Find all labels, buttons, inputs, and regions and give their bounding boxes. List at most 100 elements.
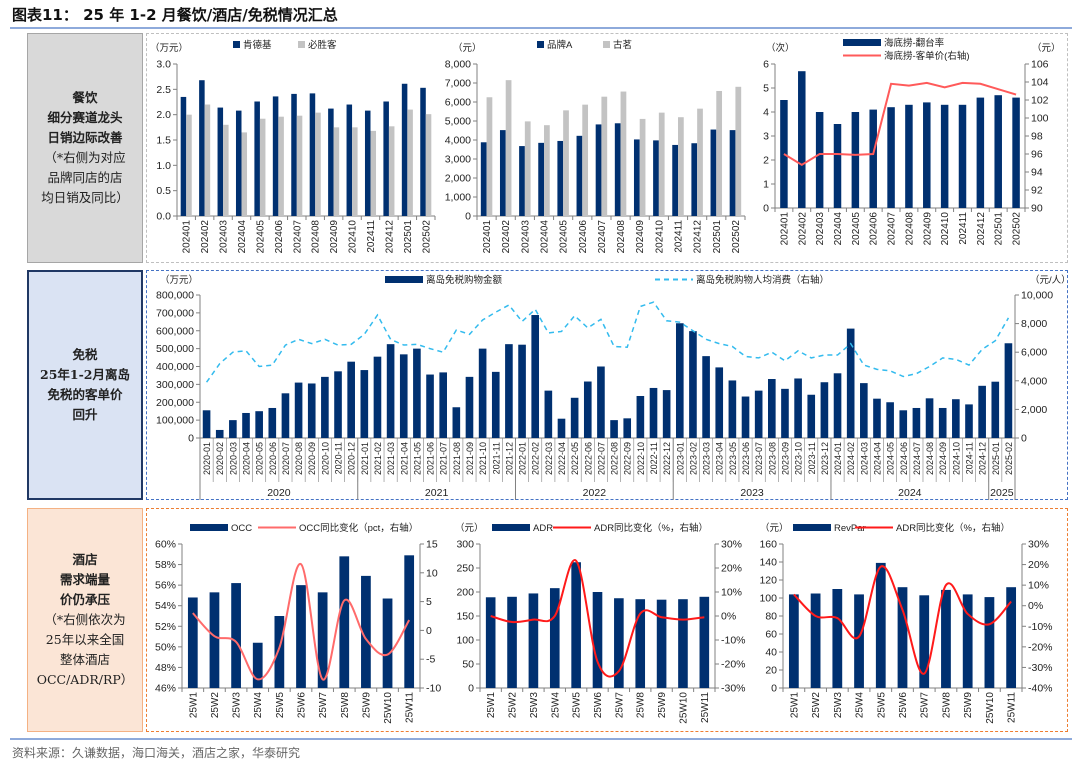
bar (675, 323, 684, 438)
section-label-line: OCC/ADR/RP） (36, 672, 134, 687)
section-label-line: 日销边际改善 (47, 130, 123, 145)
bar (531, 315, 540, 438)
y-tick-label-right: -40% (1028, 683, 1053, 695)
bar (994, 95, 1002, 208)
y-tick-label-left: 0 (188, 433, 194, 445)
x-tick-label: 202408 (616, 220, 627, 254)
bar (886, 402, 894, 438)
bar (958, 104, 967, 208)
bar (716, 90, 723, 216)
bar (518, 344, 526, 438)
y-tick-label-left: 0.0 (156, 211, 171, 223)
x-tick-label: 202412 (384, 220, 395, 254)
x-tick-label: 202501 (994, 212, 1005, 246)
bar (465, 376, 474, 438)
x-tick-label: 2023-05 (728, 442, 738, 475)
bar (346, 104, 353, 216)
x-tick-label: 202406 (869, 212, 880, 246)
bar (923, 102, 931, 208)
x-tick-label: 2022-03 (544, 442, 554, 475)
x-tick-label: 2020-09 (307, 442, 317, 475)
figure-title: 图表11： 25 年 1-2 月餐饮/酒店/免税情况汇总 (12, 6, 338, 24)
legend-label: ADR同比变化（%，右轴） (896, 522, 1010, 534)
x-tick-label: 2021-10 (478, 442, 488, 475)
y-tick-label-left: 58% (155, 559, 176, 571)
y-tick-label-left: 60% (155, 539, 176, 551)
y-tick-label-left: 6 (763, 59, 769, 71)
x-tick-label: 202403 (219, 220, 230, 254)
bar (439, 372, 447, 438)
y-tick-label-left: 0 (763, 203, 769, 215)
bar (699, 596, 710, 688)
bar (610, 420, 618, 438)
x-tick-label: 2021-06 (426, 442, 436, 475)
bar (1006, 587, 1017, 688)
bar (328, 108, 334, 216)
x-tick-label: 2022-09 (623, 442, 633, 475)
bar (991, 381, 1000, 438)
unit-label-left: （次） (766, 42, 795, 54)
bar (199, 80, 205, 216)
bar (633, 139, 640, 216)
y-tick-label-left: 120 (759, 575, 777, 587)
bar (223, 124, 229, 216)
bar (399, 354, 408, 438)
bar (912, 407, 921, 438)
y-tick-label-right: 30% (721, 539, 742, 551)
legend-swatch (233, 41, 240, 48)
x-tick-label: 25W5 (572, 692, 583, 719)
y-tick-label-left: 100 (759, 593, 777, 605)
x-tick-label: 2023-10 (794, 442, 804, 475)
haidilao-chart: 0 1 2 3 4 5 6 90 92 94 96 98 100 102 104 106 202401 20240… (763, 37, 1060, 245)
unit-label-right: （元） (1032, 42, 1061, 54)
x-tick-label: 202408 (311, 220, 322, 254)
bar (382, 598, 393, 688)
bar (272, 96, 279, 216)
section-label-line: 25年1-2月离岛 (40, 367, 130, 382)
bar (635, 599, 646, 688)
bar (614, 598, 624, 688)
year-label: 2023 (740, 487, 764, 499)
bar (768, 379, 776, 438)
legend-swatch (298, 41, 305, 48)
section-label-line: 价仍承压 (59, 592, 110, 607)
y-tick-label-left: 50% (155, 641, 176, 653)
y-tick-label-left: 1.5 (156, 135, 171, 147)
bar (364, 110, 371, 216)
x-tick-label: 202406 (274, 220, 285, 254)
bar (952, 399, 960, 438)
x-tick-label: 202410 (940, 212, 951, 246)
hotel-revpar-chart: 0 20 40 60 80 100 120 140 160 -40% -30% -20% -10% 0% 1… (759, 522, 1052, 724)
y-tick-label-left: 200 (456, 587, 474, 599)
bar (656, 599, 667, 688)
bar (361, 575, 371, 688)
bar (485, 597, 496, 688)
y-tick-label-right: 10% (1028, 580, 1049, 592)
bar (291, 93, 297, 216)
legend-swatch (492, 524, 530, 531)
bar (452, 407, 461, 438)
legend-swatch (385, 276, 423, 283)
x-tick-label: 202409 (922, 212, 933, 246)
y-tick-label-left: 500,000 (156, 343, 194, 355)
y-tick-label-right: 0 (1021, 433, 1027, 445)
bar (978, 385, 986, 438)
x-tick-label: 25W4 (550, 692, 561, 719)
bar (571, 562, 581, 688)
x-tick-label: 25W1 (789, 692, 800, 719)
bar (255, 411, 263, 438)
bar (209, 592, 220, 688)
bar (544, 125, 550, 216)
y-tick-label-right: 0% (1028, 600, 1043, 612)
y-tick-label-right: -20% (1028, 641, 1053, 653)
bar (383, 101, 389, 216)
bar (321, 376, 329, 438)
section-label-line: 免税的客单价 (47, 387, 123, 402)
x-tick-label: 25W8 (636, 692, 647, 719)
bar (333, 127, 340, 216)
x-tick-label: 2022-08 (610, 442, 620, 475)
bar (557, 418, 566, 438)
legend-label: RevPar (834, 523, 866, 534)
x-tick-label: 2021-03 (386, 442, 396, 475)
bar (715, 367, 724, 438)
